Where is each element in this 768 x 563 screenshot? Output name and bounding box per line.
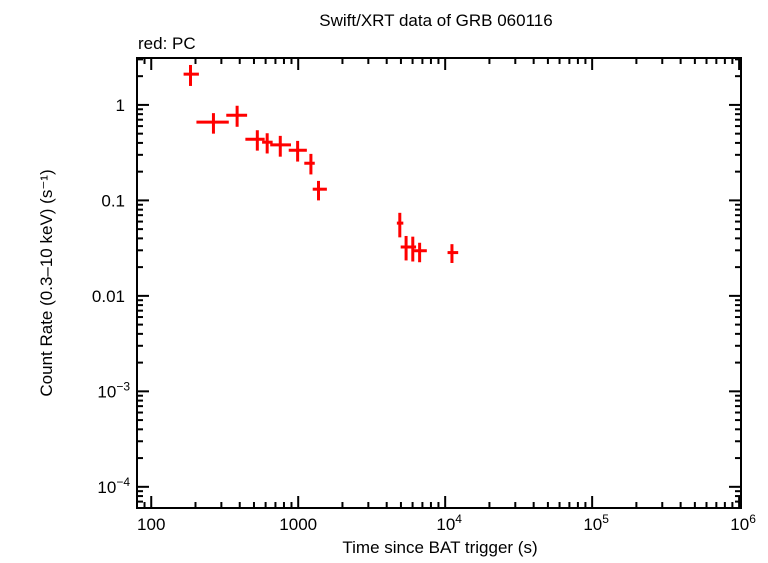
y-tick-label: 10−3 [97, 379, 130, 401]
data-point [183, 64, 199, 86]
x-tick-label: 1000 [279, 515, 317, 534]
tick-exponent: 6 [749, 512, 756, 526]
data-point [396, 212, 404, 238]
data-point [414, 242, 427, 263]
data-point [288, 140, 307, 162]
tick-exponent: −4 [116, 475, 130, 489]
x-tick-label: 100 [137, 515, 165, 534]
tick-base: 10 [97, 478, 116, 497]
plot-frame [136, 57, 742, 509]
data-point [270, 135, 291, 157]
data-point [262, 133, 273, 154]
chart-subtitle: red: PC [138, 34, 196, 53]
data-point [312, 180, 327, 201]
tick-base: 10 [583, 515, 602, 534]
tick-base: 10 [730, 515, 749, 534]
y-tick-label: 10−4 [97, 475, 130, 497]
data-point [407, 236, 417, 262]
tick-exponent: −3 [116, 379, 130, 393]
x-tick-label: 104 [436, 512, 462, 534]
data-points [183, 64, 459, 263]
y-axis-label: Count Rate (0.3–10 keV) (s⁻¹) [37, 169, 56, 396]
data-point [304, 153, 315, 175]
y-tick-label: 0.1 [101, 191, 125, 210]
data-point [245, 130, 265, 151]
y-tick-label: 0.01 [92, 287, 125, 306]
data-point [226, 105, 248, 127]
chart-title: Swift/XRT data of GRB 060116 [319, 11, 552, 30]
x-tick-label: 106 [730, 512, 756, 534]
tick-base: 10 [97, 382, 116, 401]
data-point [196, 113, 229, 134]
y-tick-label: 1 [116, 96, 125, 115]
tick-exponent: 5 [602, 512, 609, 526]
x-tick-label: 105 [583, 512, 609, 534]
x-axis-label: Time since BAT trigger (s) [342, 538, 537, 557]
tick-base: 10 [436, 515, 455, 534]
data-point [447, 244, 459, 263]
tick-exponent: 4 [455, 512, 462, 526]
axis-ticks [136, 58, 741, 509]
